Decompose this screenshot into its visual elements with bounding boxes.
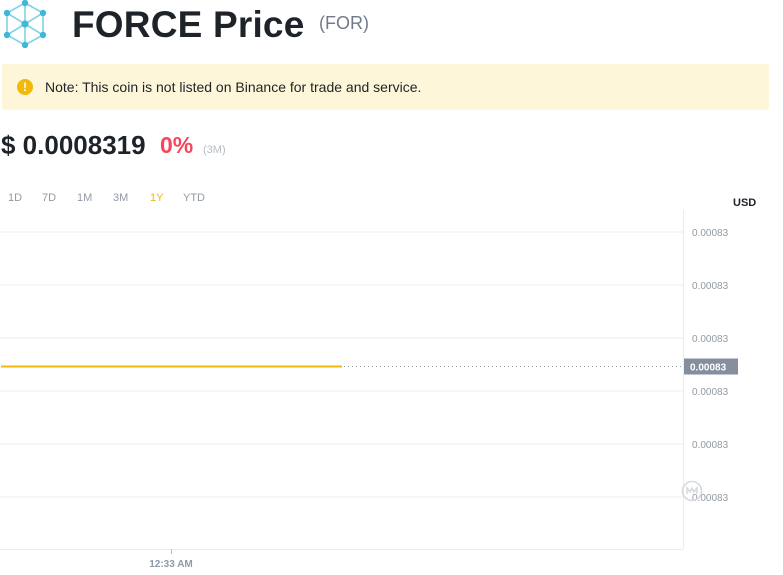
- range-1y-button[interactable]: 1Y: [150, 192, 164, 204]
- y-tick-label: 0.00083: [692, 493, 729, 504]
- exclamation-circle-icon: !: [17, 79, 33, 95]
- range-7d-button[interactable]: 7D: [42, 192, 57, 204]
- range-1m-button[interactable]: 1M: [77, 192, 93, 204]
- y-tick-label: 0.00083: [692, 387, 729, 398]
- y-tick-label: 0.00083: [692, 228, 729, 239]
- page-header: FORCE Price (FOR): [0, 0, 783, 50]
- force-network-logo-icon: [3, 0, 47, 48]
- price-change-percent: 0%: [160, 132, 194, 158]
- page-title: FORCE Price: [72, 4, 305, 45]
- notice-text: Note: This coin is not listed on Binance…: [45, 79, 422, 95]
- coinmarketcap-watermark-icon: [681, 480, 703, 502]
- range-ytd-button[interactable]: YTD: [183, 192, 205, 204]
- chart-currency-label: USD: [733, 197, 757, 209]
- y-tick-label: 0.00083: [692, 440, 729, 451]
- current-price-label-bg: [684, 358, 738, 375]
- price-change-period: (3M): [203, 144, 226, 156]
- current-price: $ 0.0008319: [1, 130, 146, 160]
- coin-symbol: (FOR): [319, 13, 369, 33]
- price-chart[interactable]: 0.00083 0.00083 0.00083 0.00083 0.00083 0.000…: [0, 210, 783, 575]
- y-tick-label: 0.00083: [692, 334, 729, 345]
- x-tick-label: 12:33 AM: [149, 559, 193, 570]
- range-1d-button[interactable]: 1D: [8, 192, 23, 204]
- range-3m-button[interactable]: 3M: [113, 192, 129, 204]
- not-listed-notice: ! Note: This coin is not listed on Binan…: [2, 64, 769, 110]
- current-price-label: 0.00083: [690, 363, 727, 374]
- y-tick-label: 0.00083: [692, 281, 729, 292]
